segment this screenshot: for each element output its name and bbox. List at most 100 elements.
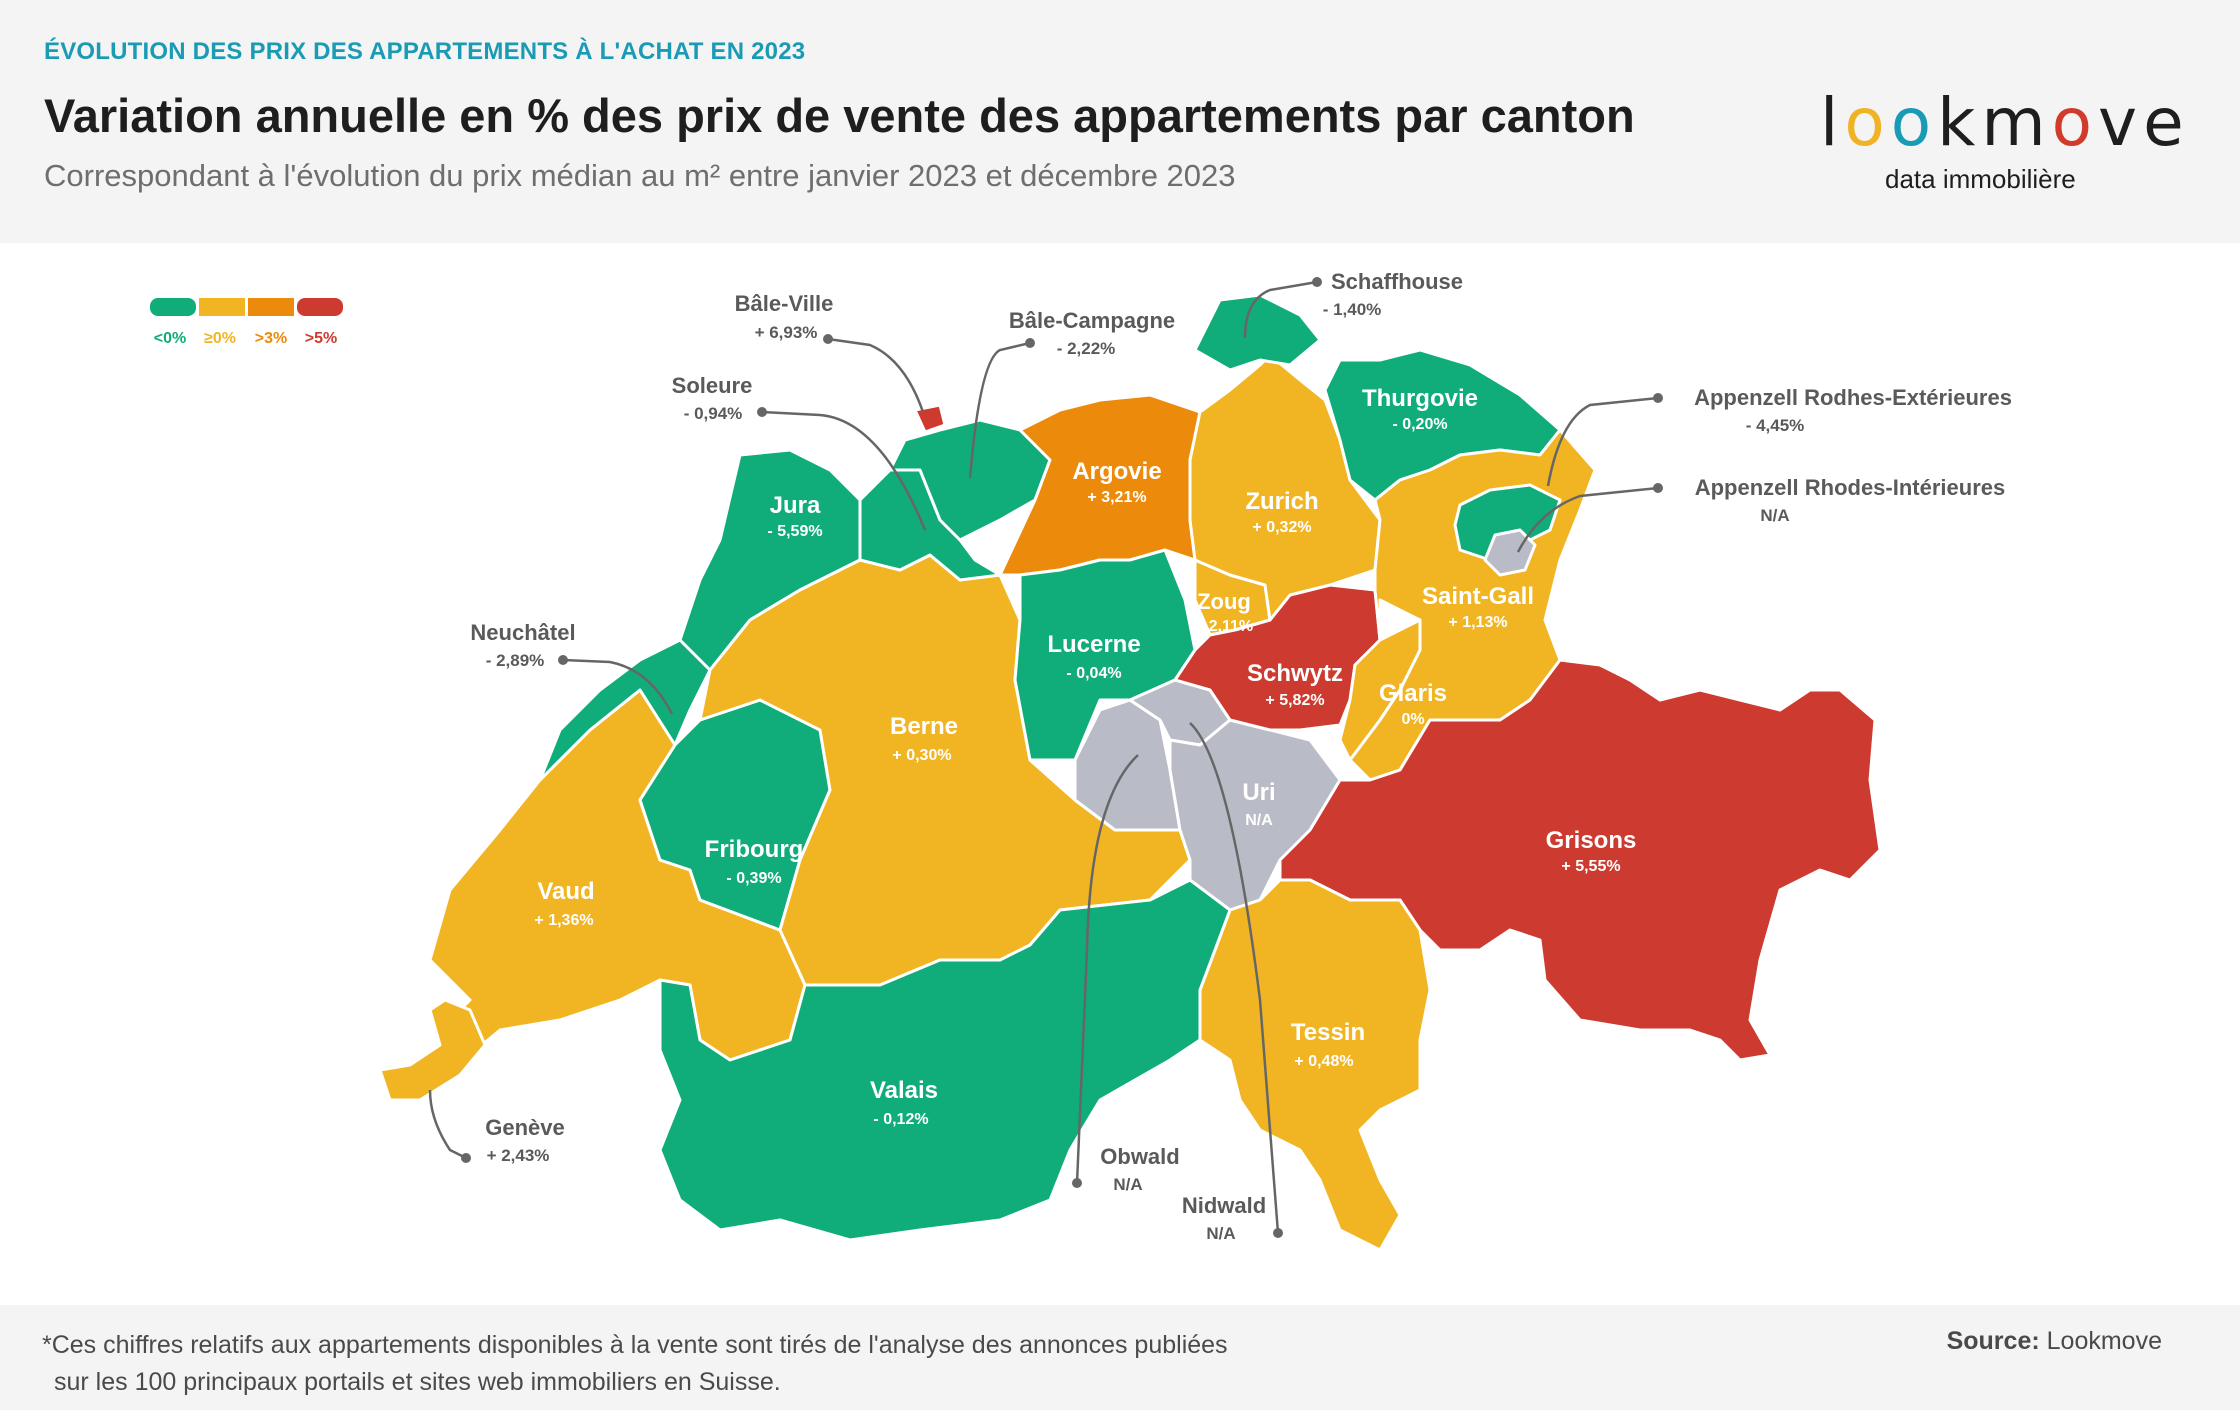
legend-label-5: >5%: [305, 330, 337, 347]
label-argovie-value: + 3,21%: [1087, 489, 1146, 506]
canton-schaffhouse[interactable]: [1193, 293, 1322, 372]
label-uri-value: N/A: [1245, 812, 1273, 829]
callout-dot-obwald: [1072, 1178, 1082, 1188]
label-valais-name: Valais: [870, 1077, 938, 1104]
callout-bale-ville-value: + 6,93%: [755, 323, 818, 342]
switzerland-map: <0% ≥0% >3% >5%: [150, 269, 2012, 1252]
label-grisons-name: Grisons: [1546, 827, 1637, 854]
source: Source: Lookmove: [1947, 1327, 2162, 1356]
legend-label-pos: ≥0%: [204, 330, 236, 347]
legend-swatch-5: [297, 298, 343, 316]
callout-geneve-name: Genève: [485, 1115, 565, 1140]
logo-tagline: data immobilière: [1885, 164, 2076, 194]
label-schwytz-name: Schwytz: [1247, 660, 1343, 687]
footnote: *Ces chiffres relatifs aux appartements …: [42, 1327, 1228, 1401]
label-grisons-value: + 5,55%: [1561, 858, 1620, 875]
callout-appenzell-re-value: - 4,45%: [1746, 416, 1805, 435]
canton-appenzell-ri[interactable]: [1483, 528, 1537, 577]
canton-geneve[interactable]: [378, 998, 487, 1102]
callout-dot-bale-campagne: [1025, 338, 1035, 348]
label-zoug-name: Zoug: [1197, 589, 1251, 614]
callout-dot-nidwald: [1273, 1228, 1283, 1238]
callout-dot-appenzell-re: [1653, 393, 1663, 403]
callout-dot-neuchatel: [558, 655, 568, 665]
callout-obwald-name: Obwald: [1100, 1144, 1179, 1169]
label-fribourg-value: - 0,39%: [726, 870, 781, 887]
label-schwytz-value: + 5,82%: [1265, 692, 1324, 709]
legend-swatch-3: [248, 298, 294, 316]
callout-line-nidwald: [1189, 722, 1280, 1234]
callout-bale-ville-name: Bâle-Ville: [735, 291, 834, 316]
source-value: Lookmove: [2046, 1327, 2162, 1355]
callout-neuchatel-value: - 2,89%: [486, 651, 545, 670]
label-valais-value: - 0,12%: [873, 1111, 928, 1128]
callout-line-schaffhouse: [1243, 280, 1318, 339]
canton-bale-ville[interactable]: [913, 403, 947, 434]
callout-dot-appenzell-ri: [1653, 483, 1663, 493]
callout-bale-campagne-name: Bâle-Campagne: [1009, 308, 1175, 333]
source-label: Source:: [1946, 1327, 2040, 1355]
callout-appenzell-ri-name: Appenzell Rhodes-Intérieures: [1695, 475, 2006, 500]
kicker: ÉVOLUTION DES PRIX DES APPARTEMENTS À L'…: [44, 38, 806, 65]
callout-schaffhouse-name: Schaffhouse: [1331, 269, 1463, 294]
label-tessin-name: Tessin: [1291, 1019, 1365, 1046]
canton-glaris[interactable]: [1338, 618, 1422, 762]
callout-line-geneve: [428, 1089, 467, 1160]
label-zurich-value: + 0,32%: [1252, 519, 1311, 536]
callout-schaffhouse-value: - 1,40%: [1323, 300, 1382, 319]
callout-geneve-value: + 2,43%: [487, 1146, 550, 1165]
callout-soleure-value: - 0,94%: [684, 404, 743, 423]
label-thurgovie-name: Thurgovie: [1362, 385, 1478, 412]
callout-dot-geneve: [461, 1153, 471, 1163]
label-fribourg-name: Fribourg: [705, 836, 804, 863]
footnote-line-2: sur les 100 principaux portails et sites…: [54, 1368, 781, 1396]
callout-line-neuchatel: [562, 658, 674, 715]
label-berne-value: + 0,30%: [892, 747, 951, 764]
legend-swatch-pos: [199, 298, 245, 316]
label-thurgovie-value: - 0,20%: [1392, 416, 1447, 433]
callout-appenzell-re-name: Appenzell Rodhes-Extérieures: [1694, 385, 2012, 410]
page-title: Variation annuelle en % des prix de vent…: [44, 89, 1635, 142]
label-lucerne-value: - 0,04%: [1066, 665, 1121, 682]
page-subtitle: Correspondant à l'évolution du prix médi…: [44, 158, 1236, 193]
canton-soleure[interactable]: [858, 468, 1002, 582]
header: ÉVOLUTION DES PRIX DES APPARTEMENTS À L'…: [0, 0, 2240, 243]
label-argovie-name: Argovie: [1072, 458, 1161, 485]
lookmove-logo: lookmove data immobilière: [1820, 84, 2190, 195]
map-area: <0% ≥0% >3% >5%: [0, 243, 2240, 1305]
callout-line-soleure: [761, 410, 927, 531]
callout-nidwald-value: N/A: [1206, 1224, 1235, 1243]
callout-line-bale-ville: [827, 337, 925, 413]
label-glaris-value: 0%: [1401, 711, 1424, 728]
label-saint-gall-value: + 1,13%: [1448, 614, 1507, 631]
label-tessin-value: + 0,48%: [1294, 1053, 1353, 1070]
callout-line-appenzell-re: [1546, 396, 1659, 487]
label-zoug-value: + 2,11%: [1195, 618, 1253, 635]
callout-line-obwald: [1075, 754, 1139, 1184]
label-saint-gall-name: Saint-Gall: [1422, 583, 1534, 610]
footer: *Ces chiffres relatifs aux appartements …: [0, 1305, 2240, 1410]
label-jura-value: - 5,59%: [767, 523, 822, 540]
legend-label-3: >3%: [255, 330, 287, 347]
label-jura-name: Jura: [770, 492, 821, 519]
callout-dot-schaffhouse: [1312, 277, 1322, 287]
footnote-line-1: *Ces chiffres relatifs aux appartements …: [42, 1331, 1228, 1359]
canton-grisons[interactable]: [1278, 658, 1882, 1062]
label-lucerne-name: Lucerne: [1047, 631, 1140, 658]
callout-appenzell-ri-value: N/A: [1760, 506, 1789, 525]
logo-wordmark: lookmove: [1820, 84, 2190, 161]
canton-appenzell-re[interactable]: [1453, 483, 1562, 562]
canton-valais[interactable]: [658, 878, 1232, 1242]
callout-nidwald-name: Nidwald: [1182, 1193, 1266, 1218]
callout-line-bale-campagne: [968, 341, 1031, 479]
label-uri-name: Uri: [1242, 779, 1275, 806]
label-berne-name: Berne: [890, 713, 958, 740]
callout-neuchatel-name: Neuchâtel: [470, 620, 575, 645]
callout-dot-soleure: [757, 407, 767, 417]
label-vaud-name: Vaud: [537, 878, 594, 905]
callout-dot-bale-ville: [823, 334, 833, 344]
label-zurich-name: Zurich: [1245, 488, 1318, 515]
callout-obwald-value: N/A: [1113, 1175, 1142, 1194]
legend-label-neg: <0%: [154, 330, 186, 347]
callout-soleure-name: Soleure: [672, 373, 753, 398]
